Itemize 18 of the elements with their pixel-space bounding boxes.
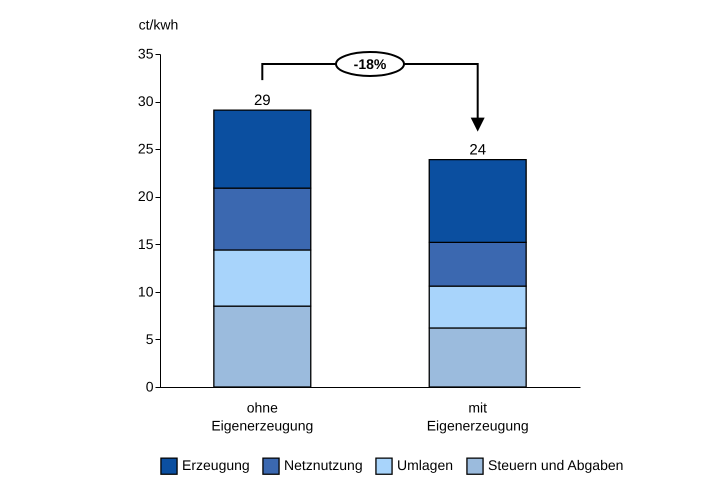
total-label: 29 (254, 92, 271, 110)
y-tick-label: 30 (138, 93, 154, 110)
legend-label: Umlagen (397, 457, 454, 474)
y-tick-label: 10 (138, 283, 154, 300)
y-tick-label: 0 (146, 378, 154, 394)
y-tick-label: 35 (138, 46, 154, 62)
annotation: -18% (354, 56, 387, 72)
x-tick-label: mit Eigenerzeugung (426, 400, 529, 434)
total-label: 24 (469, 142, 486, 159)
x-tick-label: ohne Eigenerzeugung (211, 400, 314, 434)
y-axis-title: ct/kwh (138, 16, 178, 32)
legend-label: Erzeugung (182, 457, 250, 474)
y-tick-label: 20 (138, 188, 154, 204)
y-tick-label: 5 (146, 330, 154, 347)
legend-label: Netznutzung (284, 457, 363, 474)
y-tick-label: 25 (138, 140, 154, 157)
y-tick-label: 15 (138, 236, 154, 252)
legend-label: Steuern und Abgaben (488, 457, 624, 474)
